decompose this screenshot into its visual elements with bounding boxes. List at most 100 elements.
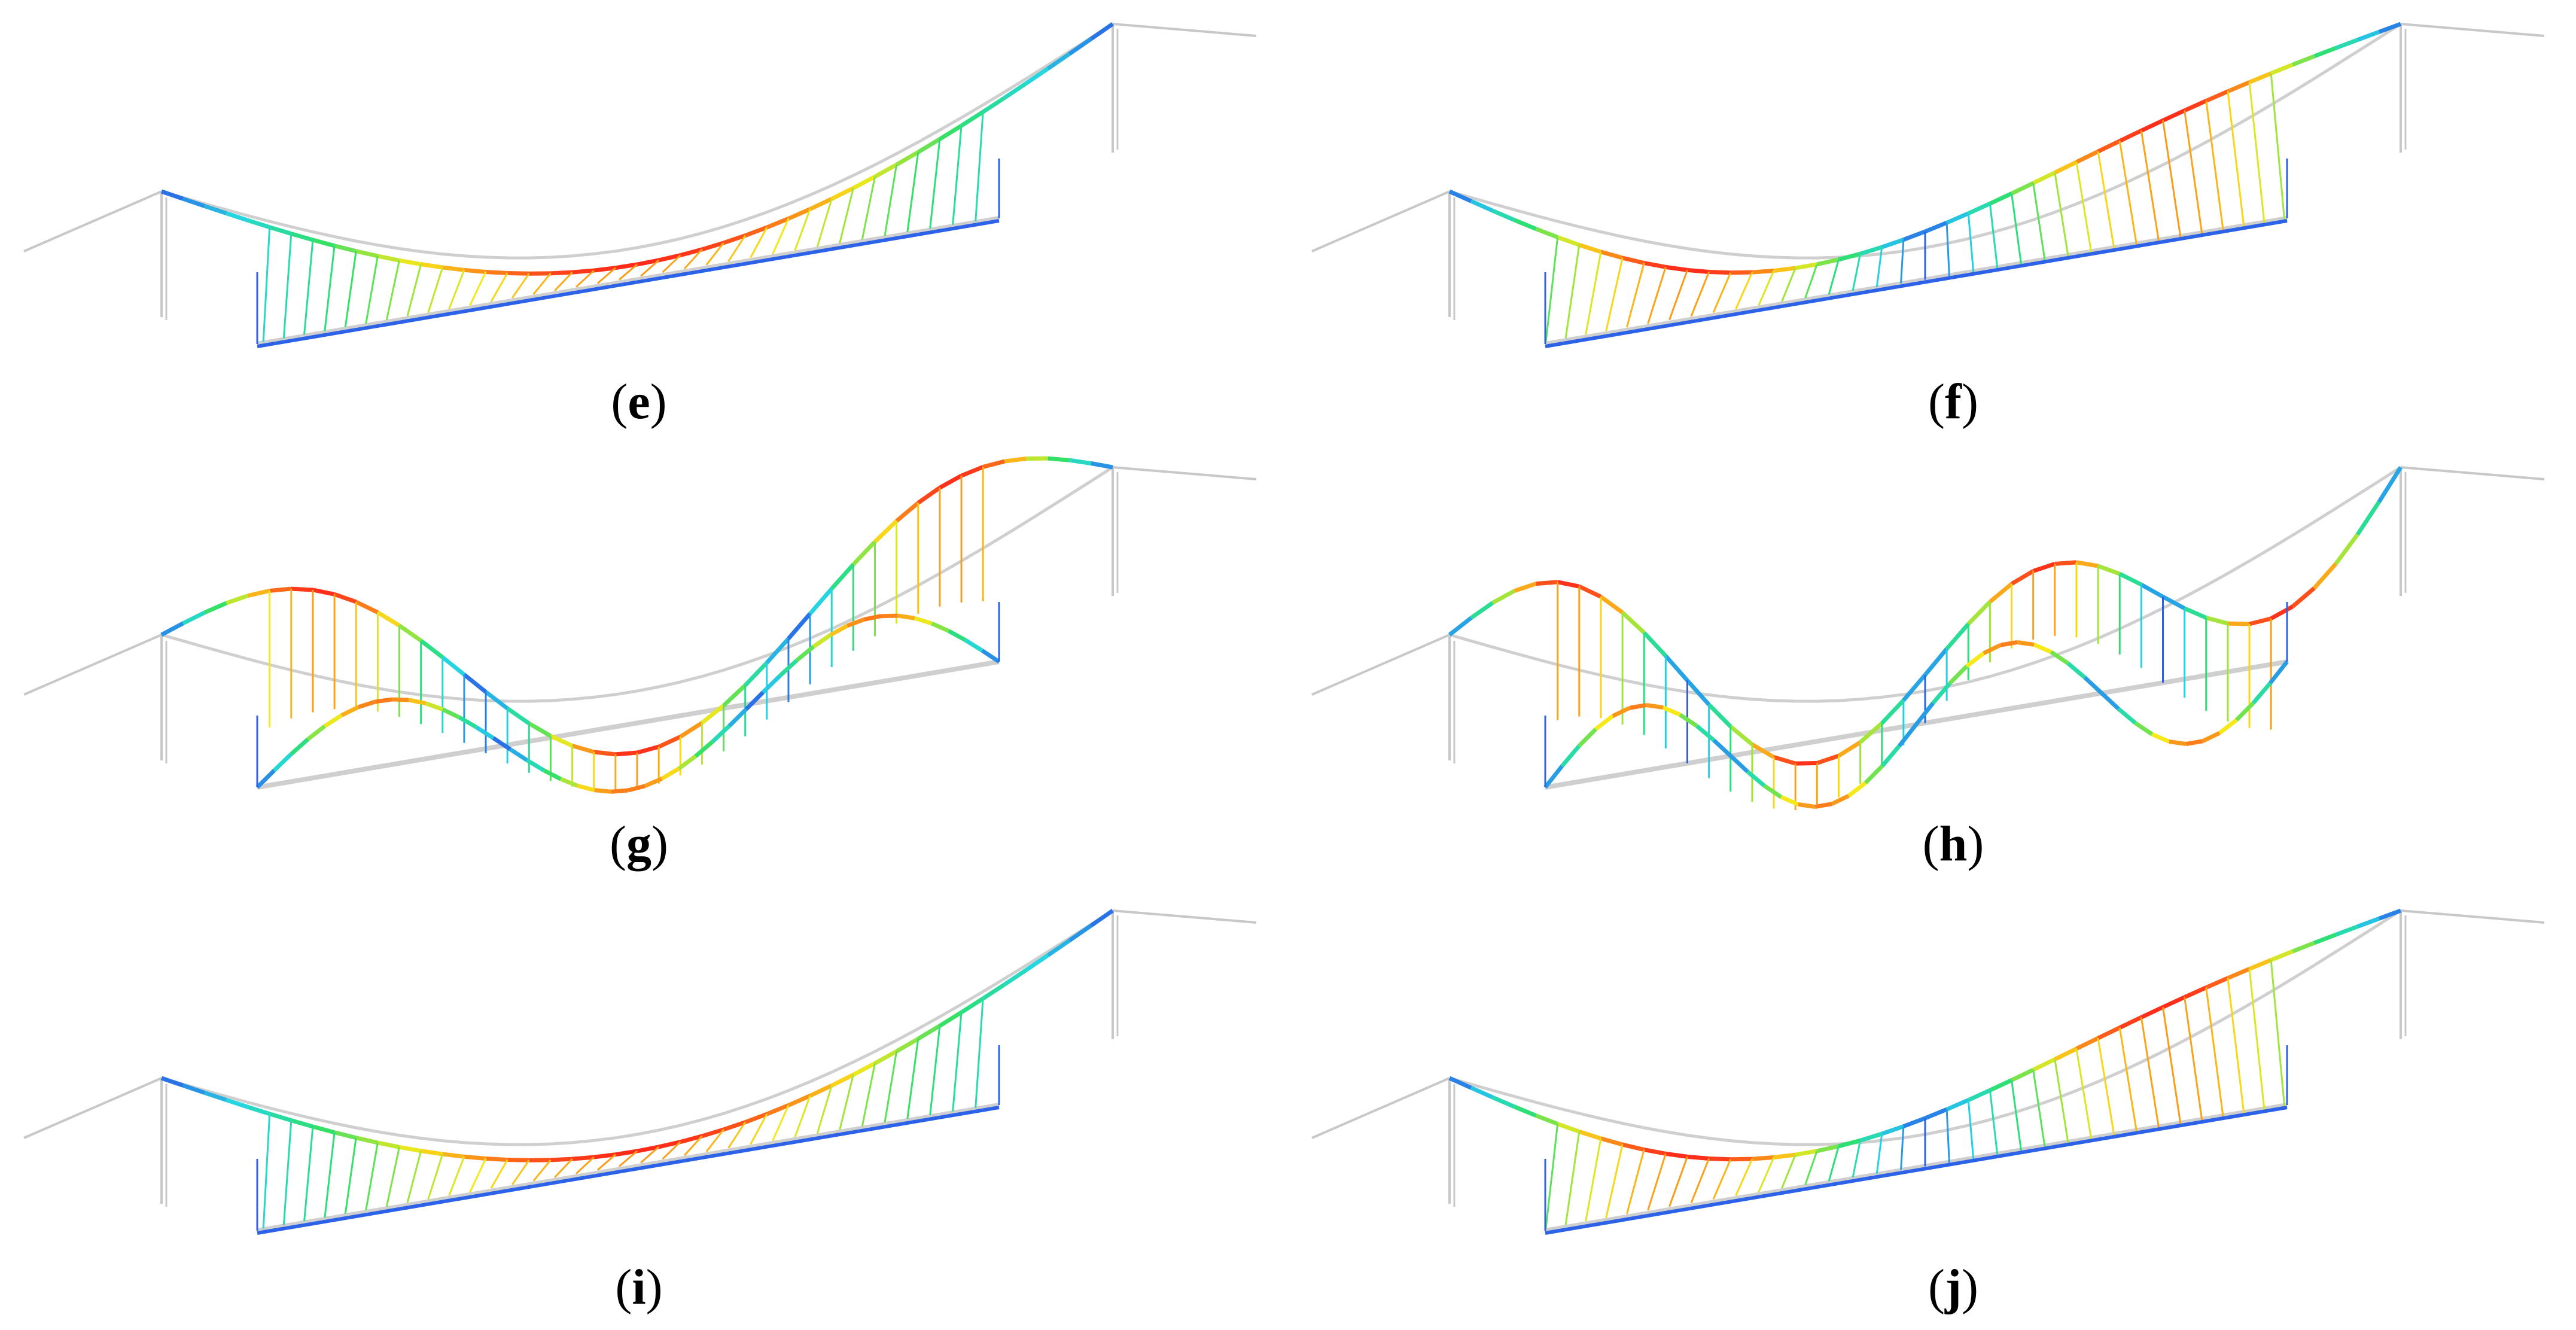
deformed-cable-segment: [2227, 80, 2251, 94]
deformed-cable-segment: [1989, 1078, 2013, 1092]
deformed-cable-segment: [2118, 572, 2142, 587]
deformed-cable-segment: [1989, 191, 2013, 206]
hanger: [640, 259, 660, 277]
deformed-cable-segment: [1923, 647, 1948, 677]
hanger: [2075, 1048, 2093, 1141]
undeformed-deck: [1545, 216, 2288, 346]
hanger: [906, 1039, 919, 1119]
deformed-cable-segment: [982, 982, 1006, 1000]
deck-girder: [1545, 219, 2288, 348]
deformed-cable-segment: [1924, 221, 1948, 234]
hanger: [906, 152, 919, 233]
deformed-cable-segment: [615, 750, 638, 757]
deformed-cable-segment: [809, 197, 833, 211]
hanger: [861, 176, 876, 240]
deformed-deck-segment: [1880, 744, 1901, 768]
deformed-cable-segment: [1470, 601, 1494, 620]
hanger: [2205, 987, 2225, 1119]
deformed-cable-segment: [1535, 1113, 1558, 1126]
deformed-deck-segment: [2050, 650, 2069, 665]
hanger: [511, 1159, 530, 1185]
deformed-cable-segment: [787, 207, 811, 221]
deformed-cable-segment: [1665, 264, 1688, 272]
deformed-cable-segment: [658, 253, 681, 263]
deformed-cable-segment: [1600, 249, 1624, 260]
deformed-cable-segment: [1089, 22, 1114, 41]
deformed-cable-segment: [766, 217, 790, 230]
panel-f-mode-shape: (f): [1288, 0, 2576, 443]
deformed-cable-segment: [765, 637, 790, 665]
deformed-deck-segment: [744, 690, 765, 711]
hanger: [683, 1135, 703, 1156]
deformed-cable-segment: [247, 589, 270, 598]
undeformed-main-cable: [161, 909, 1114, 1146]
undeformed-deck: [257, 659, 1000, 790]
right-backstay-cable: [1112, 909, 1257, 924]
deformed-cable-segment: [462, 672, 488, 694]
hanger: [1564, 245, 1581, 339]
undeformed-deck: [257, 1103, 1000, 1233]
deformed-cable-segment: [658, 1140, 681, 1149]
deformed-cable-segment: [2292, 941, 2315, 954]
deformed-deck-segment: [1560, 744, 1581, 768]
deformed-cable-segment: [1470, 199, 1494, 213]
hanger: [262, 227, 271, 342]
hanger: [1545, 237, 1559, 342]
hanger: [794, 1095, 811, 1138]
hanger: [750, 227, 768, 258]
hanger: [1712, 272, 1732, 314]
deformed-cable-segment: [506, 707, 531, 725]
hanger: [705, 242, 724, 266]
deformed-cable-segment: [1665, 1151, 1688, 1159]
deformed-cable-segment: [333, 592, 357, 604]
deformed-cable-segment: [1536, 580, 1558, 586]
deformed-cable-segment: [1730, 270, 1752, 275]
hanger: [490, 1159, 508, 1189]
hanger: [2032, 1069, 2046, 1149]
deformed-deck-segment: [1931, 681, 1952, 705]
deformed-cable-segment: [1816, 1144, 1840, 1154]
deformed-cable-segment: [2032, 1057, 2056, 1072]
hanger: [839, 188, 854, 244]
hanger: [282, 1120, 293, 1225]
deformed-cable-segment: [2270, 604, 2294, 620]
right-backstay-cable: [2400, 466, 2545, 480]
hanger: [727, 1121, 746, 1149]
deformed-deck-segment: [694, 740, 714, 758]
deformed-deck-segment: [2251, 681, 2272, 705]
deformed-cable-segment: [1046, 52, 1071, 71]
hanger: [1781, 1154, 1796, 1189]
deformed-cable-segment: [1514, 1104, 1537, 1118]
deformed-cable-segment: [290, 1118, 313, 1129]
deformed-cable-segment: [982, 96, 1006, 114]
deformed-cable-segment: [2335, 924, 2358, 937]
deformed-cable-segment: [939, 1011, 963, 1028]
deformed-deck-segment: [492, 736, 511, 751]
deformed-cable-segment: [2054, 1046, 2078, 1061]
deformed-cable-segment: [1773, 266, 1796, 273]
deformed-cable-segment: [528, 722, 552, 738]
deformed-cable-segment: [723, 233, 746, 245]
hanger: [1804, 1151, 1818, 1185]
hanger: [1625, 1149, 1645, 1215]
deformed-deck-segment: [677, 754, 697, 771]
deformed-cable-segment: [2032, 562, 2056, 573]
deformed-cable-segment: [1091, 461, 1113, 470]
deformed-cable-segment: [1621, 611, 1646, 635]
deformed-cable-segment: [2227, 621, 2250, 626]
hanger: [1900, 1126, 1905, 1170]
hanger: [344, 1137, 357, 1215]
deformed-cable-segment: [1687, 267, 1709, 275]
deformed-cable-segment: [873, 1049, 898, 1066]
deformed-deck-segment: [458, 716, 478, 729]
deformed-cable-segment: [1837, 740, 1862, 758]
hanger: [554, 1158, 573, 1178]
deformed-cable-segment: [2205, 616, 2228, 626]
deformed-cable-segment: [2270, 62, 2294, 75]
deformed-cable-segment: [1642, 631, 1667, 658]
hanger: [2205, 101, 2225, 233]
hanger: [2162, 1007, 2182, 1127]
deformed-cable-segment: [680, 247, 703, 257]
deformed-deck-segment: [1594, 714, 1614, 731]
deformed-cable-segment: [830, 1073, 854, 1088]
